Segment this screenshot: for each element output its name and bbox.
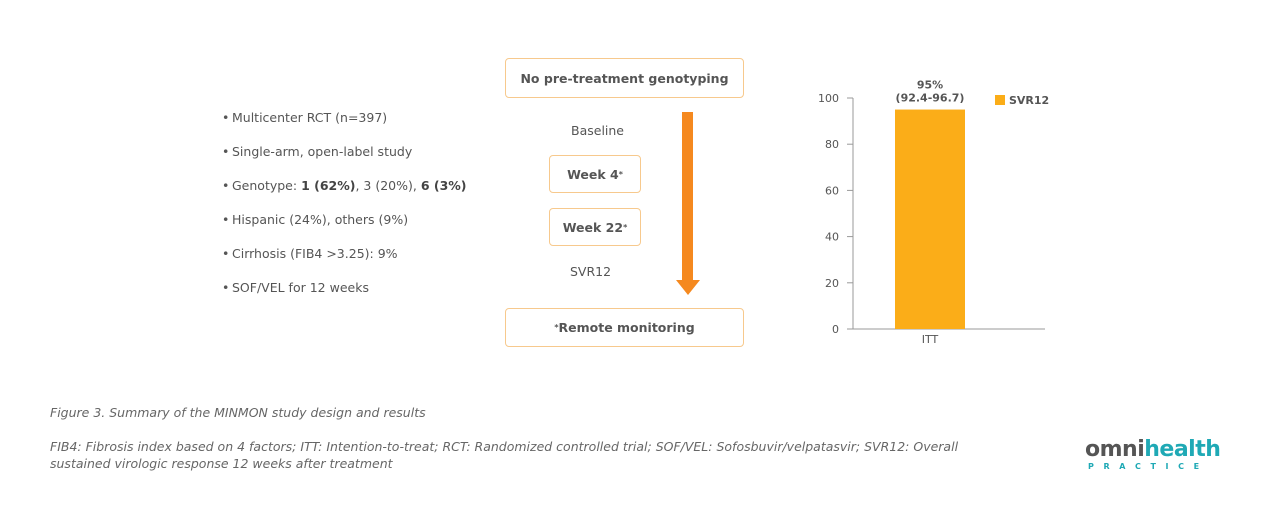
x-tick-label: ITT [922, 333, 939, 346]
flow-label-baseline: Baseline [571, 123, 624, 138]
bullet-item: • SOF/VEL for 12 weeks [222, 278, 467, 312]
bullet-item: • Single-arm, open-label study [222, 142, 467, 176]
bullet-dot-icon: • [222, 212, 230, 227]
bullet-text-run: SOF/VEL for 12 weeks [232, 280, 369, 295]
bullet-text-run: Hispanic (24%), others (9%) [232, 212, 409, 227]
bar-data-label: 95% [917, 79, 943, 92]
y-tick-label: 20 [825, 277, 839, 290]
bullet-text-run: Cirrhosis (FIB4 >3.25): 9% [232, 246, 398, 261]
timeline-arrow-head [676, 280, 700, 295]
y-tick-label: 40 [825, 231, 839, 244]
bullet-item: • Hispanic (24%), others (9%) [222, 210, 467, 244]
legend-swatch [995, 95, 1005, 105]
timeline-arrow-shaft [682, 112, 693, 280]
bullet-dot-icon: • [222, 110, 230, 125]
flow-box-remote-monitoring: * Remote monitoring [505, 308, 744, 347]
y-tick-label: 100 [818, 92, 839, 105]
y-tick-label: 80 [825, 138, 839, 151]
flow-label-svr12: SVR12 [570, 264, 612, 279]
bullet-text-run: Genotype: [232, 178, 302, 193]
legend-label: SVR12 [1009, 94, 1049, 107]
flow-box-week22-label: Week 22 [562, 219, 624, 235]
logo-health: health [1144, 437, 1221, 462]
flow-box-week22-mark: * [623, 222, 628, 232]
svr12-bar-chart: 0 20 40 60 80 100 ITT 95%(92.4-96.7) SVR12 [818, 79, 1049, 346]
logo-wordmark: omnihealth [1085, 437, 1221, 462]
bullet-item: • Genotype: 1 (62%), 3 (20%), 6 (3%) [222, 176, 467, 210]
bullet-dot-icon: • [222, 178, 230, 193]
study-bullets: • Multicenter RCT (n=397) • Single-arm, op… [222, 108, 467, 312]
bullet-text-run: , 3 (20%), [355, 178, 421, 193]
figure-caption: Figure 3. Summary of the MINMON study de… [50, 405, 426, 420]
bullet-dot-icon: • [222, 280, 230, 295]
logo-practice: PRACTICE [1088, 462, 1209, 471]
abbreviation-notes: FIB4: Fibrosis index based on 4 factors;… [50, 439, 959, 471]
flow-box-genotyping: No pre-treatment genotyping [505, 58, 744, 98]
bullet-text-run: Multicenter RCT (n=397) [232, 110, 388, 125]
bullet-text-run: 1 (62%) [301, 178, 356, 193]
bullet-item: • Multicenter RCT (n=397) [222, 108, 467, 142]
bar-itt [895, 109, 965, 329]
bullet-text-run: Single-arm, open-label study [232, 144, 413, 159]
flow-box-week4-label: Week 4 [567, 166, 619, 182]
flow-box-week4-mark: * [618, 169, 623, 179]
bar-ci-label: (92.4-96.7) [896, 92, 965, 105]
flow-box-week22: Week 22 * [549, 208, 641, 246]
bullet-dot-icon: • [222, 246, 230, 261]
flow-box-remote-mark: * [554, 323, 559, 332]
bullet-text-run: 6 (3%) [420, 178, 467, 193]
bullet-dot-icon: • [222, 144, 230, 159]
logo-omni: omni [1085, 437, 1145, 462]
flow-box-week4: Week 4 * [549, 155, 641, 193]
omnihealth-logo: omnihealth PRACTICE [1085, 438, 1221, 474]
flow-box-remote-label: Remote monitoring [558, 320, 695, 335]
y-tick-label: 60 [825, 184, 839, 197]
bullet-item: • Cirrhosis (FIB4 >3.25): 9% [222, 244, 467, 278]
y-tick-label: 0 [832, 323, 839, 336]
timeline-arrow-icon [676, 112, 700, 295]
flow-box-genotyping-label: No pre-treatment genotyping [520, 70, 729, 86]
